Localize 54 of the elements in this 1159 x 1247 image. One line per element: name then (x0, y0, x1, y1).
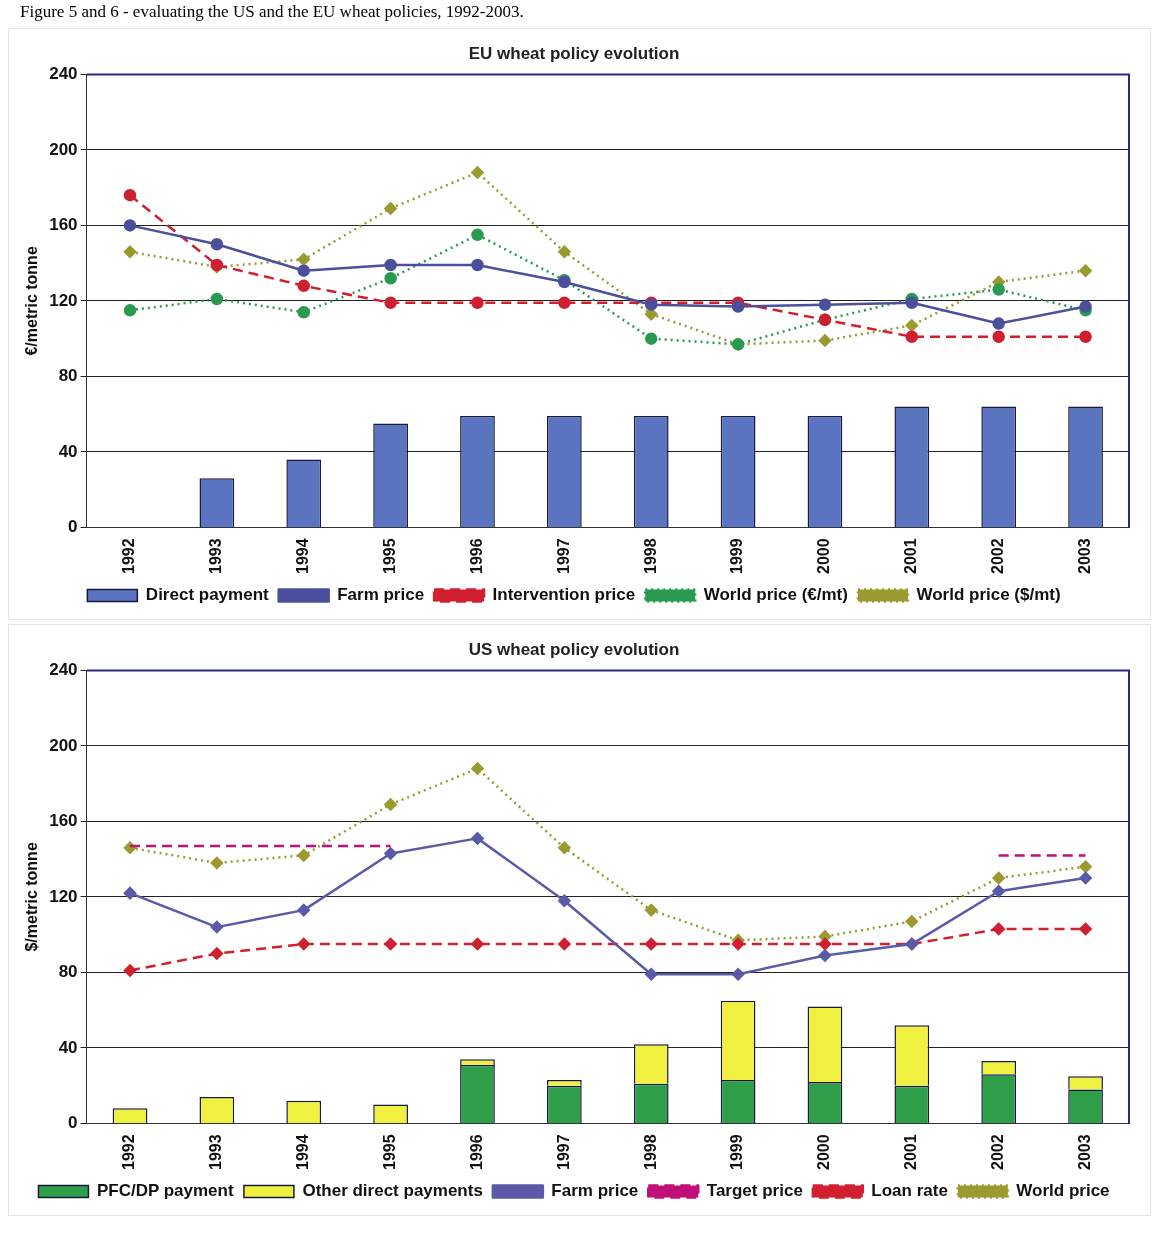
legend-label: World price ($/mt) (916, 585, 1061, 605)
x-tick-label: 1992 (120, 1134, 138, 1170)
x-tick-label: 1998 (641, 1134, 659, 1170)
legend-label: Other direct payments (302, 1181, 483, 1201)
x-tick-label: 1994 (294, 538, 312, 574)
x-tick-label: 1994 (294, 1134, 312, 1170)
y-tick-label: 200 (49, 735, 78, 755)
y-axis-title: $/metric tonne (23, 842, 41, 952)
y-tick-label: 200 (49, 139, 78, 159)
y-tick-label: 120 (49, 290, 78, 310)
y-tick-label: 160 (49, 215, 78, 235)
x-tick-label: 2002 (989, 1134, 1007, 1170)
caption: Figure 5 and 6 - evaluating the US and the EU wheat policies, 1992-2003. (19, 1, 525, 23)
x-tick-label: 1996 (467, 538, 485, 574)
x-tick-label: 1993 (207, 538, 225, 574)
y-tick-label: 0 (68, 517, 78, 537)
x-tick-label: 2003 (1075, 538, 1093, 574)
x-tick-label: 1995 (381, 538, 399, 574)
y-tick-label: 80 (58, 962, 78, 982)
y-tick-label: 40 (58, 1037, 78, 1057)
chart-title: US wheat policy evolution (468, 639, 680, 659)
chart-title: EU wheat policy evolution (468, 43, 680, 63)
legend-label: World price (1016, 1181, 1110, 1201)
y-tick-label: 40 (58, 441, 78, 461)
legend-label: Loan rate (871, 1181, 948, 1201)
x-tick-label: 2003 (1075, 1134, 1093, 1170)
y-axis-title: €/metric tonne (23, 246, 41, 356)
x-tick-label: 2000 (815, 1134, 833, 1170)
y-tick-label: 0 (68, 1113, 78, 1133)
x-tick-label: 1995 (381, 1134, 399, 1170)
legend-label: Direct payment (145, 585, 270, 605)
x-tick-label: 1992 (120, 538, 138, 574)
x-tick-label: 1998 (641, 538, 659, 574)
x-tick-label: 1993 (207, 1134, 225, 1170)
y-tick-label: 240 (49, 64, 78, 84)
legend-label: PFC/DP payment (96, 1181, 234, 1201)
x-tick-label: 2002 (989, 538, 1007, 574)
legend-label: Intervention price (492, 585, 636, 605)
y-tick-label: 240 (49, 660, 78, 680)
x-tick-label: 2001 (902, 1134, 920, 1170)
x-tick-label: 1996 (467, 1134, 485, 1170)
x-tick-label: 1997 (554, 1134, 572, 1170)
legend-label: Target price (706, 1181, 803, 1201)
legend-label: World price (€/mt) (703, 585, 848, 605)
x-tick-label: 2001 (902, 538, 920, 574)
y-tick-label: 120 (49, 886, 78, 906)
y-tick-label: 160 (49, 811, 78, 831)
legend-label: Farm price (337, 585, 425, 605)
legend-label: Farm price (551, 1181, 639, 1201)
y-tick-label: 80 (58, 366, 78, 386)
x-tick-label: 1999 (728, 1134, 746, 1170)
x-tick-label: 1999 (728, 538, 746, 574)
x-tick-label: 1997 (554, 538, 572, 574)
x-tick-label: 2000 (815, 538, 833, 574)
